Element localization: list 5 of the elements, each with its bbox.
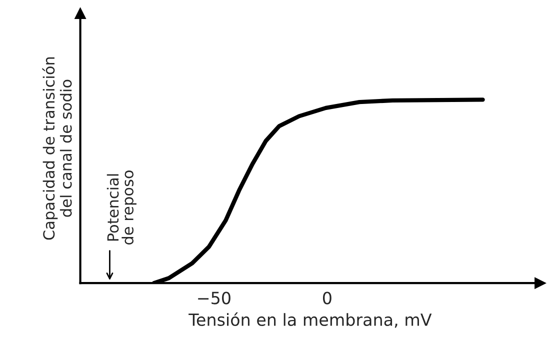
annotation: Potencial de reposo xyxy=(106,170,136,244)
x-axis-title: Tensión en la membrana, mV xyxy=(188,312,432,328)
x-tick-label: −50 xyxy=(198,292,230,304)
x-tick-label: 0 xyxy=(322,292,332,304)
y-axis-title: Capacidad de transición del canal de sodio xyxy=(42,57,72,240)
